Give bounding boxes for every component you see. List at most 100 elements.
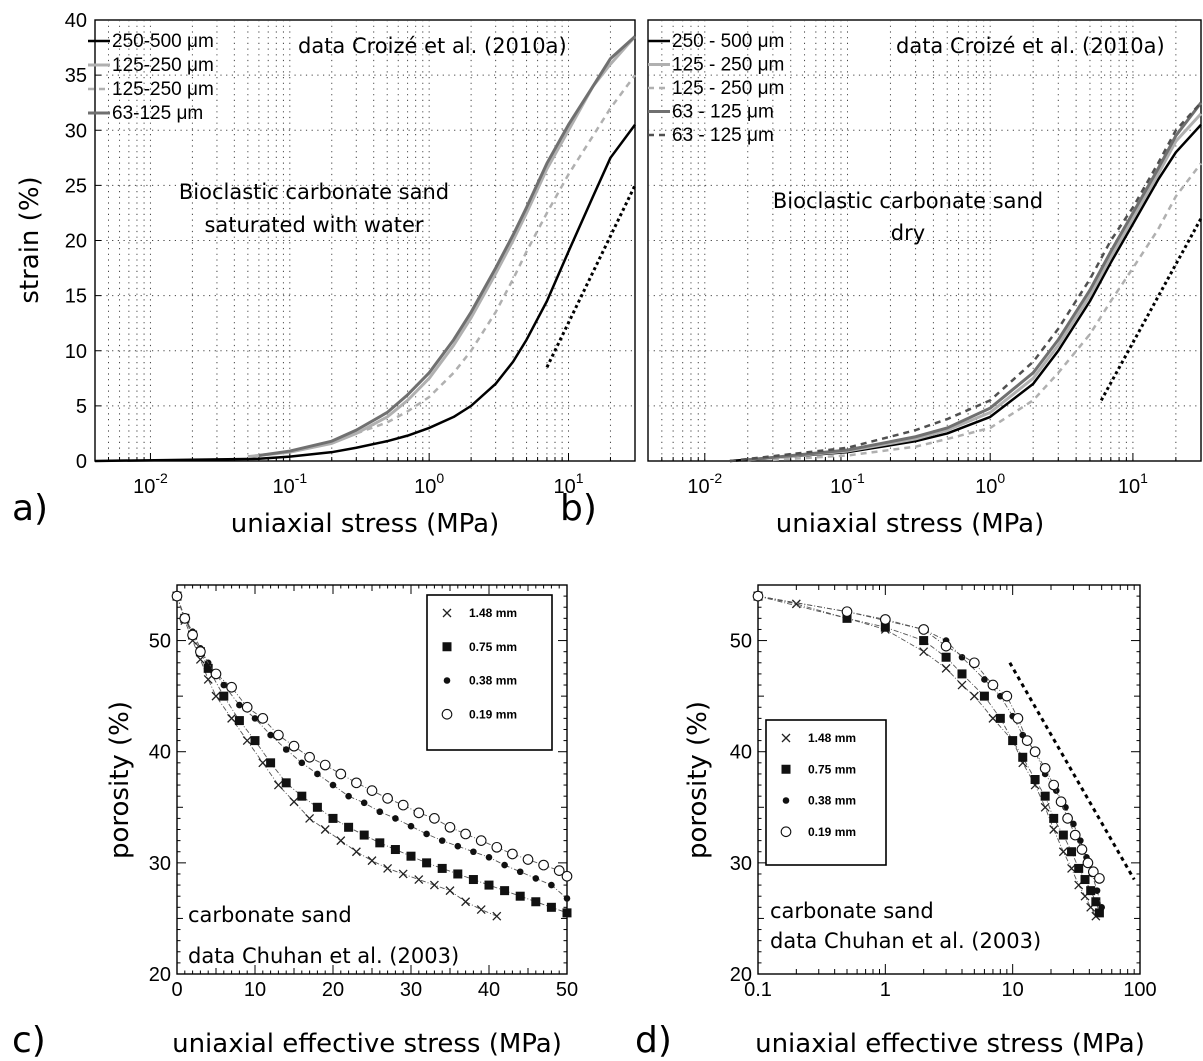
x-tick-label: 10-1: [830, 470, 865, 498]
data-point: [226, 681, 237, 693]
data-point: [752, 590, 764, 602]
data-point: [203, 675, 213, 684]
fit-curve: [176, 595, 497, 917]
data-point: [958, 653, 966, 661]
data-point: [1021, 735, 1033, 746]
data-point: [515, 891, 525, 901]
data-point: [1058, 847, 1068, 857]
data-point: [1094, 873, 1105, 884]
x-tick-label-base: 10: [272, 476, 294, 498]
y-tick-label: 20: [730, 964, 752, 986]
x-tick-label: 100: [414, 470, 444, 498]
data-point: [461, 897, 471, 907]
data-point: [227, 713, 237, 723]
annotation-text: data Chuhan et al. (2003): [188, 944, 459, 968]
data-point: [546, 902, 556, 912]
x-tick-label: 0: [171, 979, 182, 1001]
data-point: [1080, 875, 1090, 885]
data-point: [453, 869, 463, 879]
y-tick-label: 25: [65, 175, 87, 197]
data-point: [957, 680, 967, 690]
data-point: [273, 729, 284, 741]
data-point: [485, 854, 493, 861]
data-point: [1094, 908, 1104, 918]
y-tick-label: 20: [149, 964, 171, 986]
data-point: [437, 863, 447, 873]
data-point: [969, 691, 979, 701]
data-point: [979, 691, 989, 701]
annotation-text: dry: [891, 221, 925, 245]
data-point: [1039, 763, 1051, 774]
x-tick-label: 10-2: [687, 470, 722, 498]
data-point: [1001, 690, 1013, 702]
x-tick-label: 20: [322, 979, 344, 1001]
annotation-text: Bioclastic carbonate sand: [179, 180, 449, 204]
x-tick-label-base: 10: [414, 476, 436, 498]
data-point: [879, 614, 891, 625]
data-point: [507, 848, 518, 860]
data-point: [397, 799, 409, 811]
data-point: [429, 813, 440, 824]
data-point: [329, 781, 337, 789]
data-point: [219, 691, 229, 701]
data-point: [561, 870, 573, 882]
data-point: [1048, 779, 1060, 791]
data-point: [257, 713, 269, 724]
data-point: [1029, 746, 1041, 758]
y-tick-label: 15: [65, 286, 87, 308]
x-tick-label: 50: [556, 979, 578, 1001]
y-tick-label: 40: [730, 742, 752, 764]
data-point: [1018, 752, 1028, 762]
x-tick-label-exp: -1: [852, 470, 865, 486]
x-tick-label: 10: [244, 979, 266, 1001]
data-point: [1012, 713, 1024, 724]
data-point: [382, 793, 393, 804]
data-point: [242, 736, 252, 746]
data-point: [1091, 897, 1101, 907]
x-tick-label-exp: 1: [1140, 470, 1148, 486]
data-point: [314, 770, 321, 778]
x-tick-label-exp: 0: [997, 470, 1005, 486]
slope-reference-line: [545, 184, 637, 368]
annotation-text: data Croizé et al. (2010a): [896, 34, 1165, 58]
legend-label: 1.48 mm: [469, 606, 517, 620]
legend-marker: [781, 764, 791, 774]
data-point: [880, 622, 890, 632]
series-line: [355, 74, 637, 435]
data-point: [319, 759, 331, 771]
data-point: [258, 758, 268, 768]
data-point: [345, 792, 352, 800]
data-point: [320, 825, 330, 834]
data-point: [501, 861, 508, 869]
series-line: [747, 101, 1203, 462]
data-point: [532, 875, 540, 882]
y-tick-label: 50: [730, 631, 752, 653]
data-point: [460, 828, 471, 840]
y-tick-label: 40: [149, 742, 171, 764]
data-point: [273, 780, 283, 790]
series-line: [729, 123, 1202, 463]
x-tick-label: 100: [1123, 979, 1156, 1001]
data-point: [398, 869, 408, 879]
data-point: [1040, 791, 1050, 801]
y-axis-label: strain (%): [15, 176, 45, 303]
data-point: [1062, 813, 1073, 824]
legend-marker: [442, 608, 452, 618]
data-point: [538, 859, 549, 871]
x-tick-label-exp: 1: [576, 470, 584, 486]
legend-label: 0.19 mm: [808, 825, 856, 839]
data-point: [468, 875, 478, 885]
data-point: [251, 715, 259, 722]
x-tick-label: 10: [1002, 979, 1024, 1001]
data-point: [335, 768, 347, 780]
data-point: [360, 799, 368, 807]
data-point: [281, 778, 291, 788]
data-point: [195, 655, 205, 664]
data-point: [266, 758, 276, 768]
x-axis-label: uniaxial effective stress (MPa): [755, 1029, 1145, 1059]
data-point: [484, 880, 494, 890]
data-point: [476, 905, 486, 914]
x-tick-label: 10-1: [272, 470, 307, 498]
